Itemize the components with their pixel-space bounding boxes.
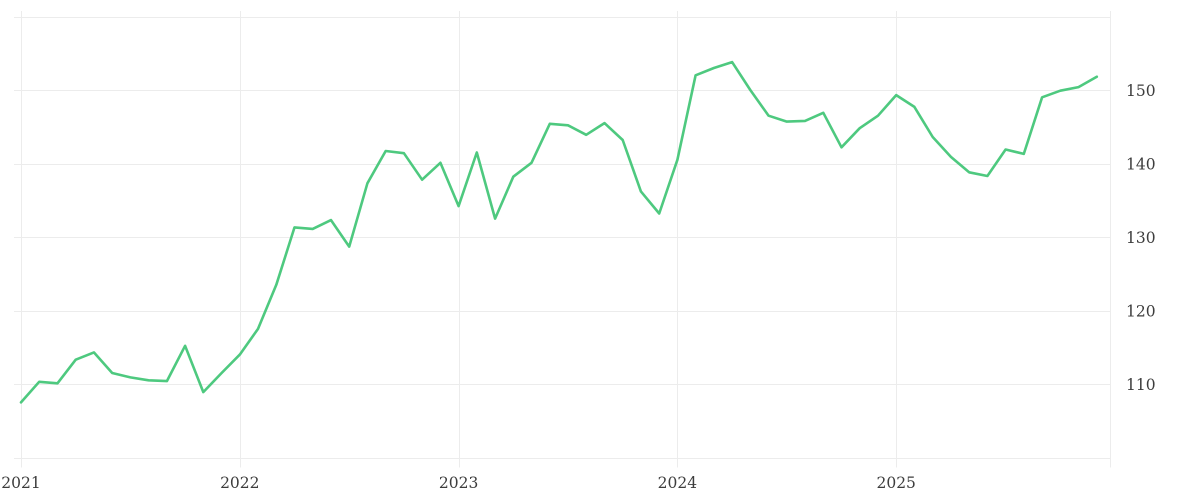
x-tick-label: 2024: [658, 474, 698, 492]
data-series-line: [19, 60, 1099, 404]
y-tick-label: 130: [1126, 229, 1156, 247]
y-tick-label: 150: [1126, 82, 1156, 100]
y-tick-label: 110: [1126, 376, 1156, 394]
y-tick-label: 120: [1126, 303, 1156, 321]
x-tick-label: 2022: [220, 474, 259, 492]
y-tick-label: 140: [1126, 156, 1156, 174]
x-tick-label: 2023: [439, 474, 478, 492]
x-tick-label: 2025: [876, 474, 915, 492]
x-tick-label: 2021: [1, 474, 40, 492]
